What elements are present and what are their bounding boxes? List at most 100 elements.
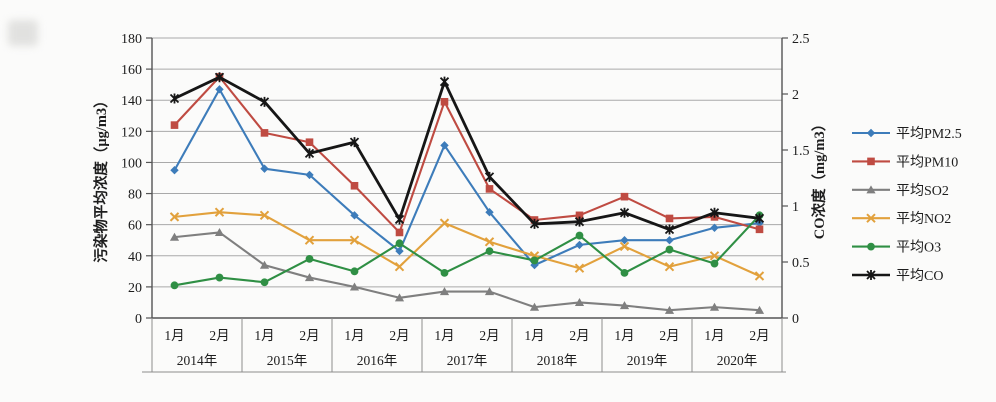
series-o3 (170, 211, 764, 290)
data-point-marker (866, 128, 876, 138)
data-point-marker (304, 235, 315, 245)
data-point-marker (169, 93, 180, 104)
data-point-marker (709, 251, 720, 261)
axes (151, 38, 783, 319)
year-label: 2015年 (267, 353, 308, 368)
data-point-marker (484, 237, 495, 247)
data-point-marker (395, 246, 404, 256)
month-label: 2月 (479, 328, 499, 343)
data-point-marker (350, 267, 359, 276)
data-point-marker (574, 298, 585, 307)
data-point-marker (215, 85, 224, 94)
data-point-marker (620, 268, 629, 277)
legend-label: 平均O3 (896, 240, 941, 256)
year-label: 2019年 (627, 353, 668, 368)
data-point-marker (439, 287, 450, 296)
y-axis-right-tick-label: 2 (792, 88, 799, 103)
y-axis-left-tick-label: 160 (121, 63, 142, 78)
data-point-marker (394, 214, 405, 225)
data-point-marker (665, 245, 674, 254)
series-line-o3 (174, 214, 761, 287)
data-point-marker (530, 256, 539, 265)
y-axis-right-tick-label: 2.5 (792, 32, 810, 47)
y-axis-left-title: 污染物平均浓度（μg/m3） (92, 93, 110, 262)
data-point-marker (304, 273, 315, 282)
data-point-marker (170, 121, 179, 129)
y-axis-left-tick-label: 180 (121, 32, 142, 47)
data-point-marker (754, 305, 765, 314)
series-line-pm10 (173, 75, 760, 234)
series-line-pm2_5 (173, 88, 760, 267)
y-axis-right-tick-label: 1.5 (792, 144, 810, 159)
y-axis-left-tick-label: 20 (128, 281, 142, 296)
data-point-marker (619, 301, 630, 310)
data-point-marker (395, 239, 404, 248)
month-label: 2月 (659, 328, 679, 343)
y-axis-left-tick-label: 60 (128, 219, 142, 234)
y-axis-left-tick-label: 0 (135, 312, 142, 327)
y-axis-left-tick-label: 140 (121, 94, 142, 109)
data-point-marker (305, 170, 314, 180)
y-axis-left-tick-label: 40 (128, 250, 142, 265)
data-point-marker (574, 263, 585, 273)
legend-label: 平均PM2.5 (896, 126, 962, 142)
data-point-marker (349, 235, 360, 245)
data-point-marker (485, 208, 494, 217)
data-point-marker (439, 218, 450, 228)
legend: 平均PM2.5 平均PM10 平均SO2 平均NO2 平均O3 平均CO (852, 126, 962, 284)
data-point-marker (484, 287, 495, 296)
data-point-marker (620, 236, 629, 245)
data-point-marker (259, 96, 270, 107)
month-label: 1月 (164, 328, 184, 343)
y-axis-left-tick-label: 100 (121, 156, 142, 171)
legend-item-pm2_5[interactable]: 平均PM2.5 (852, 126, 962, 142)
data-point-marker (394, 293, 405, 302)
data-point-marker (665, 236, 674, 245)
data-point-marker (664, 261, 675, 272)
data-point-marker (170, 166, 179, 175)
series-co (169, 72, 765, 235)
data-point-marker (214, 207, 225, 217)
data-point-marker (710, 259, 719, 268)
data-point-marker (619, 241, 630, 252)
legend-item-pm10[interactable]: 平均PM10 (852, 154, 958, 170)
data-point-marker (575, 240, 584, 250)
data-point-marker (754, 213, 765, 224)
data-point-marker (440, 97, 449, 106)
data-point-marker (305, 138, 314, 147)
video-artifact-smudge (8, 20, 38, 46)
y-axis-right-tick-label: 0.5 (792, 256, 810, 271)
month-label: 2月 (209, 328, 229, 343)
data-point-marker (866, 270, 876, 280)
data-point-marker (754, 271, 765, 281)
legend-item-o3[interactable]: 平均O3 (852, 240, 941, 256)
data-point-marker (304, 148, 315, 159)
month-label: 2月 (389, 328, 409, 343)
legend-item-co[interactable]: 平均CO (852, 268, 943, 284)
data-point-marker (439, 76, 450, 87)
legend-label: 平均CO (896, 268, 943, 284)
data-point-marker (485, 247, 494, 256)
data-point-marker (350, 211, 359, 220)
month-label: 1月 (254, 328, 274, 343)
data-point-marker (169, 212, 180, 222)
legend-item-so2[interactable]: 平均SO2 (852, 183, 949, 199)
data-point-marker (485, 185, 494, 193)
data-point-marker (867, 157, 875, 166)
y-axis-left-ticks: 0 20 40 60 80 100 120 140 160 180 (121, 32, 152, 327)
data-point-marker (215, 273, 224, 282)
data-point-marker (709, 207, 720, 218)
series-no2 (169, 207, 765, 281)
legend-item-no2[interactable]: 平均NO2 (852, 211, 951, 227)
data-point-marker (170, 281, 179, 290)
series-line-no2 (174, 211, 760, 277)
gridlines (152, 37, 782, 288)
month-label: 2月 (299, 328, 319, 343)
series-line-so2 (174, 231, 760, 312)
data-point-marker (260, 278, 269, 287)
series-so2 (169, 228, 765, 314)
data-point-marker (664, 305, 675, 314)
data-point-marker (664, 224, 675, 235)
y-axis-left-tick-label: 80 (128, 188, 142, 203)
